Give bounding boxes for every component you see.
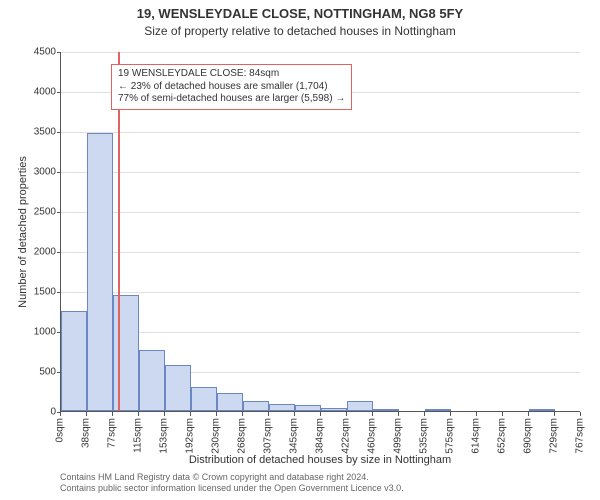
histogram-bar [191, 387, 217, 411]
x-axis-title: Distribution of detached houses by size … [60, 454, 580, 466]
x-tick-label: 153sqm [159, 418, 170, 454]
annotation-line: 77% of semi-detached houses are larger (… [118, 93, 345, 106]
x-tick-label: 115sqm [133, 418, 144, 453]
x-tick-label: 230sqm [211, 418, 222, 454]
x-tick-label: 767sqm [575, 418, 586, 454]
y-tick-mark [57, 52, 61, 53]
footer-line-1: Contains HM Land Registry data © Crown c… [60, 472, 580, 483]
y-tick-label: 4500 [6, 47, 56, 58]
x-tick-label: 345sqm [289, 418, 300, 454]
y-tick-label: 2000 [6, 247, 56, 258]
x-tick-label: 614sqm [471, 418, 482, 454]
histogram-bar [217, 393, 243, 411]
histogram-bar [347, 401, 373, 411]
y-tick-mark [57, 172, 61, 173]
x-tick-mark [398, 412, 399, 416]
annotation-line: ← 23% of detached houses are smaller (1,… [118, 81, 345, 94]
y-tick-label: 1000 [6, 327, 56, 338]
x-tick-label: 384sqm [315, 418, 326, 454]
y-axis-labels: 050010001500200025003000350040004500 [0, 52, 58, 412]
x-tick-mark [580, 412, 581, 416]
x-tick-mark [112, 412, 113, 416]
x-tick-label: 422sqm [341, 418, 352, 454]
y-tick-mark [57, 132, 61, 133]
histogram-bar [295, 405, 321, 411]
x-tick-mark [372, 412, 373, 416]
x-tick-label: 38sqm [81, 418, 92, 448]
histogram-bar [529, 409, 555, 411]
grid-line [61, 132, 580, 133]
histogram-bar [139, 350, 165, 411]
x-tick-label: 575sqm [445, 418, 456, 454]
x-tick-label: 652sqm [497, 418, 508, 454]
grid-line [61, 172, 580, 173]
histogram-bar [243, 401, 269, 411]
x-tick-mark [242, 412, 243, 416]
x-tick-label: 77sqm [107, 418, 118, 448]
x-tick-mark [476, 412, 477, 416]
y-tick-mark [57, 92, 61, 93]
x-tick-mark [450, 412, 451, 416]
x-tick-mark [294, 412, 295, 416]
x-tick-label: 690sqm [523, 418, 534, 454]
x-tick-label: 460sqm [367, 418, 378, 454]
x-tick-label: 499sqm [393, 418, 404, 454]
x-tick-mark [190, 412, 191, 416]
x-tick-mark [268, 412, 269, 416]
x-tick-label: 0sqm [55, 418, 66, 442]
footer-line-2: Contains public sector information licen… [60, 483, 580, 494]
x-tick-label: 268sqm [237, 418, 248, 454]
x-tick-label: 307sqm [263, 418, 274, 454]
x-tick-mark [86, 412, 87, 416]
x-tick-mark [528, 412, 529, 416]
x-tick-mark [164, 412, 165, 416]
y-tick-label: 3000 [6, 167, 56, 178]
histogram-bar [61, 311, 87, 411]
annotation-line: 19 WENSLEYDALE CLOSE: 84sqm [118, 68, 345, 81]
grid-line [61, 292, 580, 293]
x-tick-mark [424, 412, 425, 416]
histogram-bar [87, 133, 113, 411]
x-tick-label: 729sqm [549, 418, 560, 454]
x-tick-mark [138, 412, 139, 416]
x-tick-mark [346, 412, 347, 416]
y-tick-label: 1500 [6, 287, 56, 298]
histogram-bar [269, 404, 295, 411]
histogram-bar [373, 409, 399, 411]
histogram-bar [425, 409, 451, 411]
x-tick-mark [216, 412, 217, 416]
y-tick-mark [57, 212, 61, 213]
x-tick-mark [320, 412, 321, 416]
y-tick-label: 2500 [6, 207, 56, 218]
y-tick-label: 4000 [6, 87, 56, 98]
chart-subtitle: Size of property relative to detached ho… [0, 22, 600, 38]
y-tick-label: 3500 [6, 127, 56, 138]
annotation-box: 19 WENSLEYDALE CLOSE: 84sqm← 23% of deta… [111, 64, 352, 110]
grid-line [61, 52, 580, 53]
y-tick-label: 0 [6, 407, 56, 418]
grid-line [61, 212, 580, 213]
histogram-bar [321, 408, 347, 411]
chart-container: 19, WENSLEYDALE CLOSE, NOTTINGHAM, NG8 5… [0, 0, 600, 500]
x-tick-mark [60, 412, 61, 416]
x-tick-label: 192sqm [185, 418, 196, 454]
x-tick-label: 535sqm [419, 418, 430, 454]
x-tick-mark [554, 412, 555, 416]
x-tick-mark [502, 412, 503, 416]
plot-area: 19 WENSLEYDALE CLOSE: 84sqm← 23% of deta… [60, 52, 580, 412]
y-tick-label: 500 [6, 367, 56, 378]
grid-line [61, 252, 580, 253]
chart-footer: Contains HM Land Registry data © Crown c… [60, 472, 580, 494]
y-tick-mark [57, 292, 61, 293]
histogram-bar [165, 365, 191, 411]
y-tick-mark [57, 252, 61, 253]
chart-title: 19, WENSLEYDALE CLOSE, NOTTINGHAM, NG8 5… [0, 0, 600, 22]
